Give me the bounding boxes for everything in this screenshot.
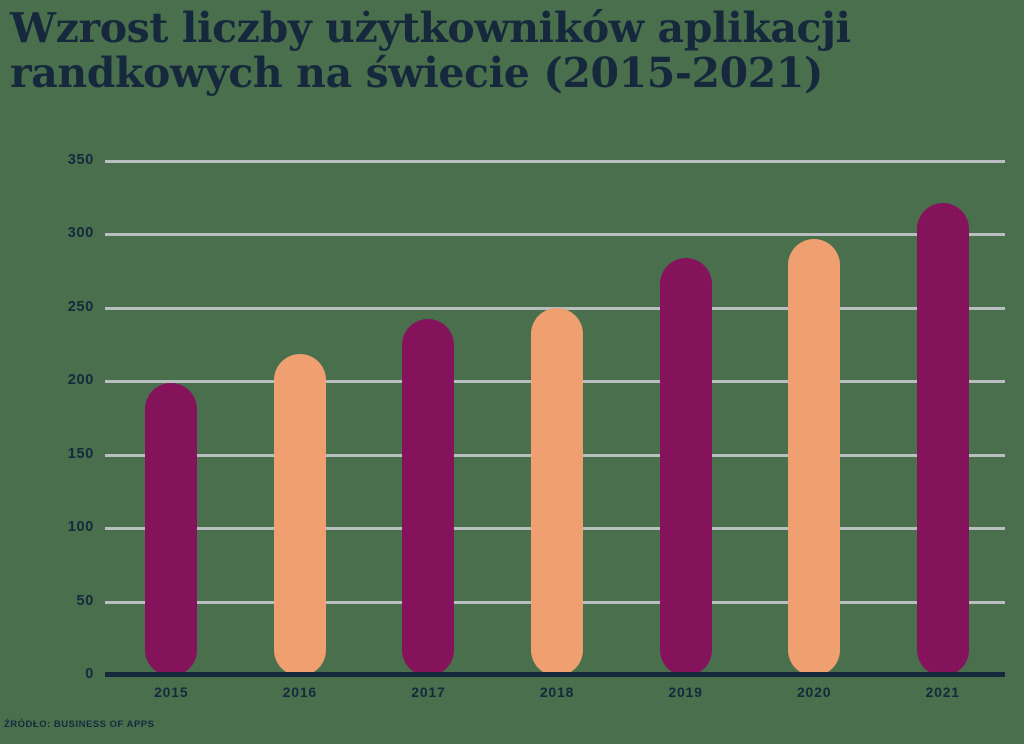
x-axis-tick-label: 2020	[796, 684, 832, 700]
page-title: Wzrost liczby użytkowników aplikacji ran…	[10, 4, 851, 97]
bar	[788, 239, 841, 676]
bar	[659, 258, 712, 676]
gridline	[105, 160, 1005, 163]
y-axis-tick-label: 150	[67, 445, 94, 462]
source-note: ŹRÓDŁO: BUSINESS OF APPS	[4, 719, 155, 730]
plot-area	[105, 160, 1005, 676]
x-axis-tick-label: 2019	[668, 684, 703, 700]
x-axis-line	[105, 672, 1005, 677]
y-axis-tick-label: 250	[67, 298, 94, 315]
bar	[402, 318, 455, 676]
x-axis-tick-label: 2016	[282, 684, 318, 700]
bar	[145, 383, 198, 676]
gridline	[105, 233, 1005, 237]
bar	[531, 308, 583, 676]
y-axis-tick-label: 200	[67, 372, 94, 389]
x-axis-tick-label: 2017	[411, 684, 446, 700]
y-axis-tick-label: 100	[67, 519, 94, 536]
y-axis-tick-label: 300	[67, 225, 94, 242]
x-axis-tick-label: 2021	[925, 684, 960, 700]
x-axis-tick-label: 2018	[539, 684, 575, 700]
y-axis-tick-label: 50	[76, 592, 94, 609]
bar	[916, 202, 969, 676]
bar	[273, 353, 326, 676]
y-axis-tick-label: 0	[85, 666, 94, 682]
x-axis-tick-label: 2015	[154, 684, 189, 700]
y-axis-tick-label: 350	[67, 152, 94, 168]
